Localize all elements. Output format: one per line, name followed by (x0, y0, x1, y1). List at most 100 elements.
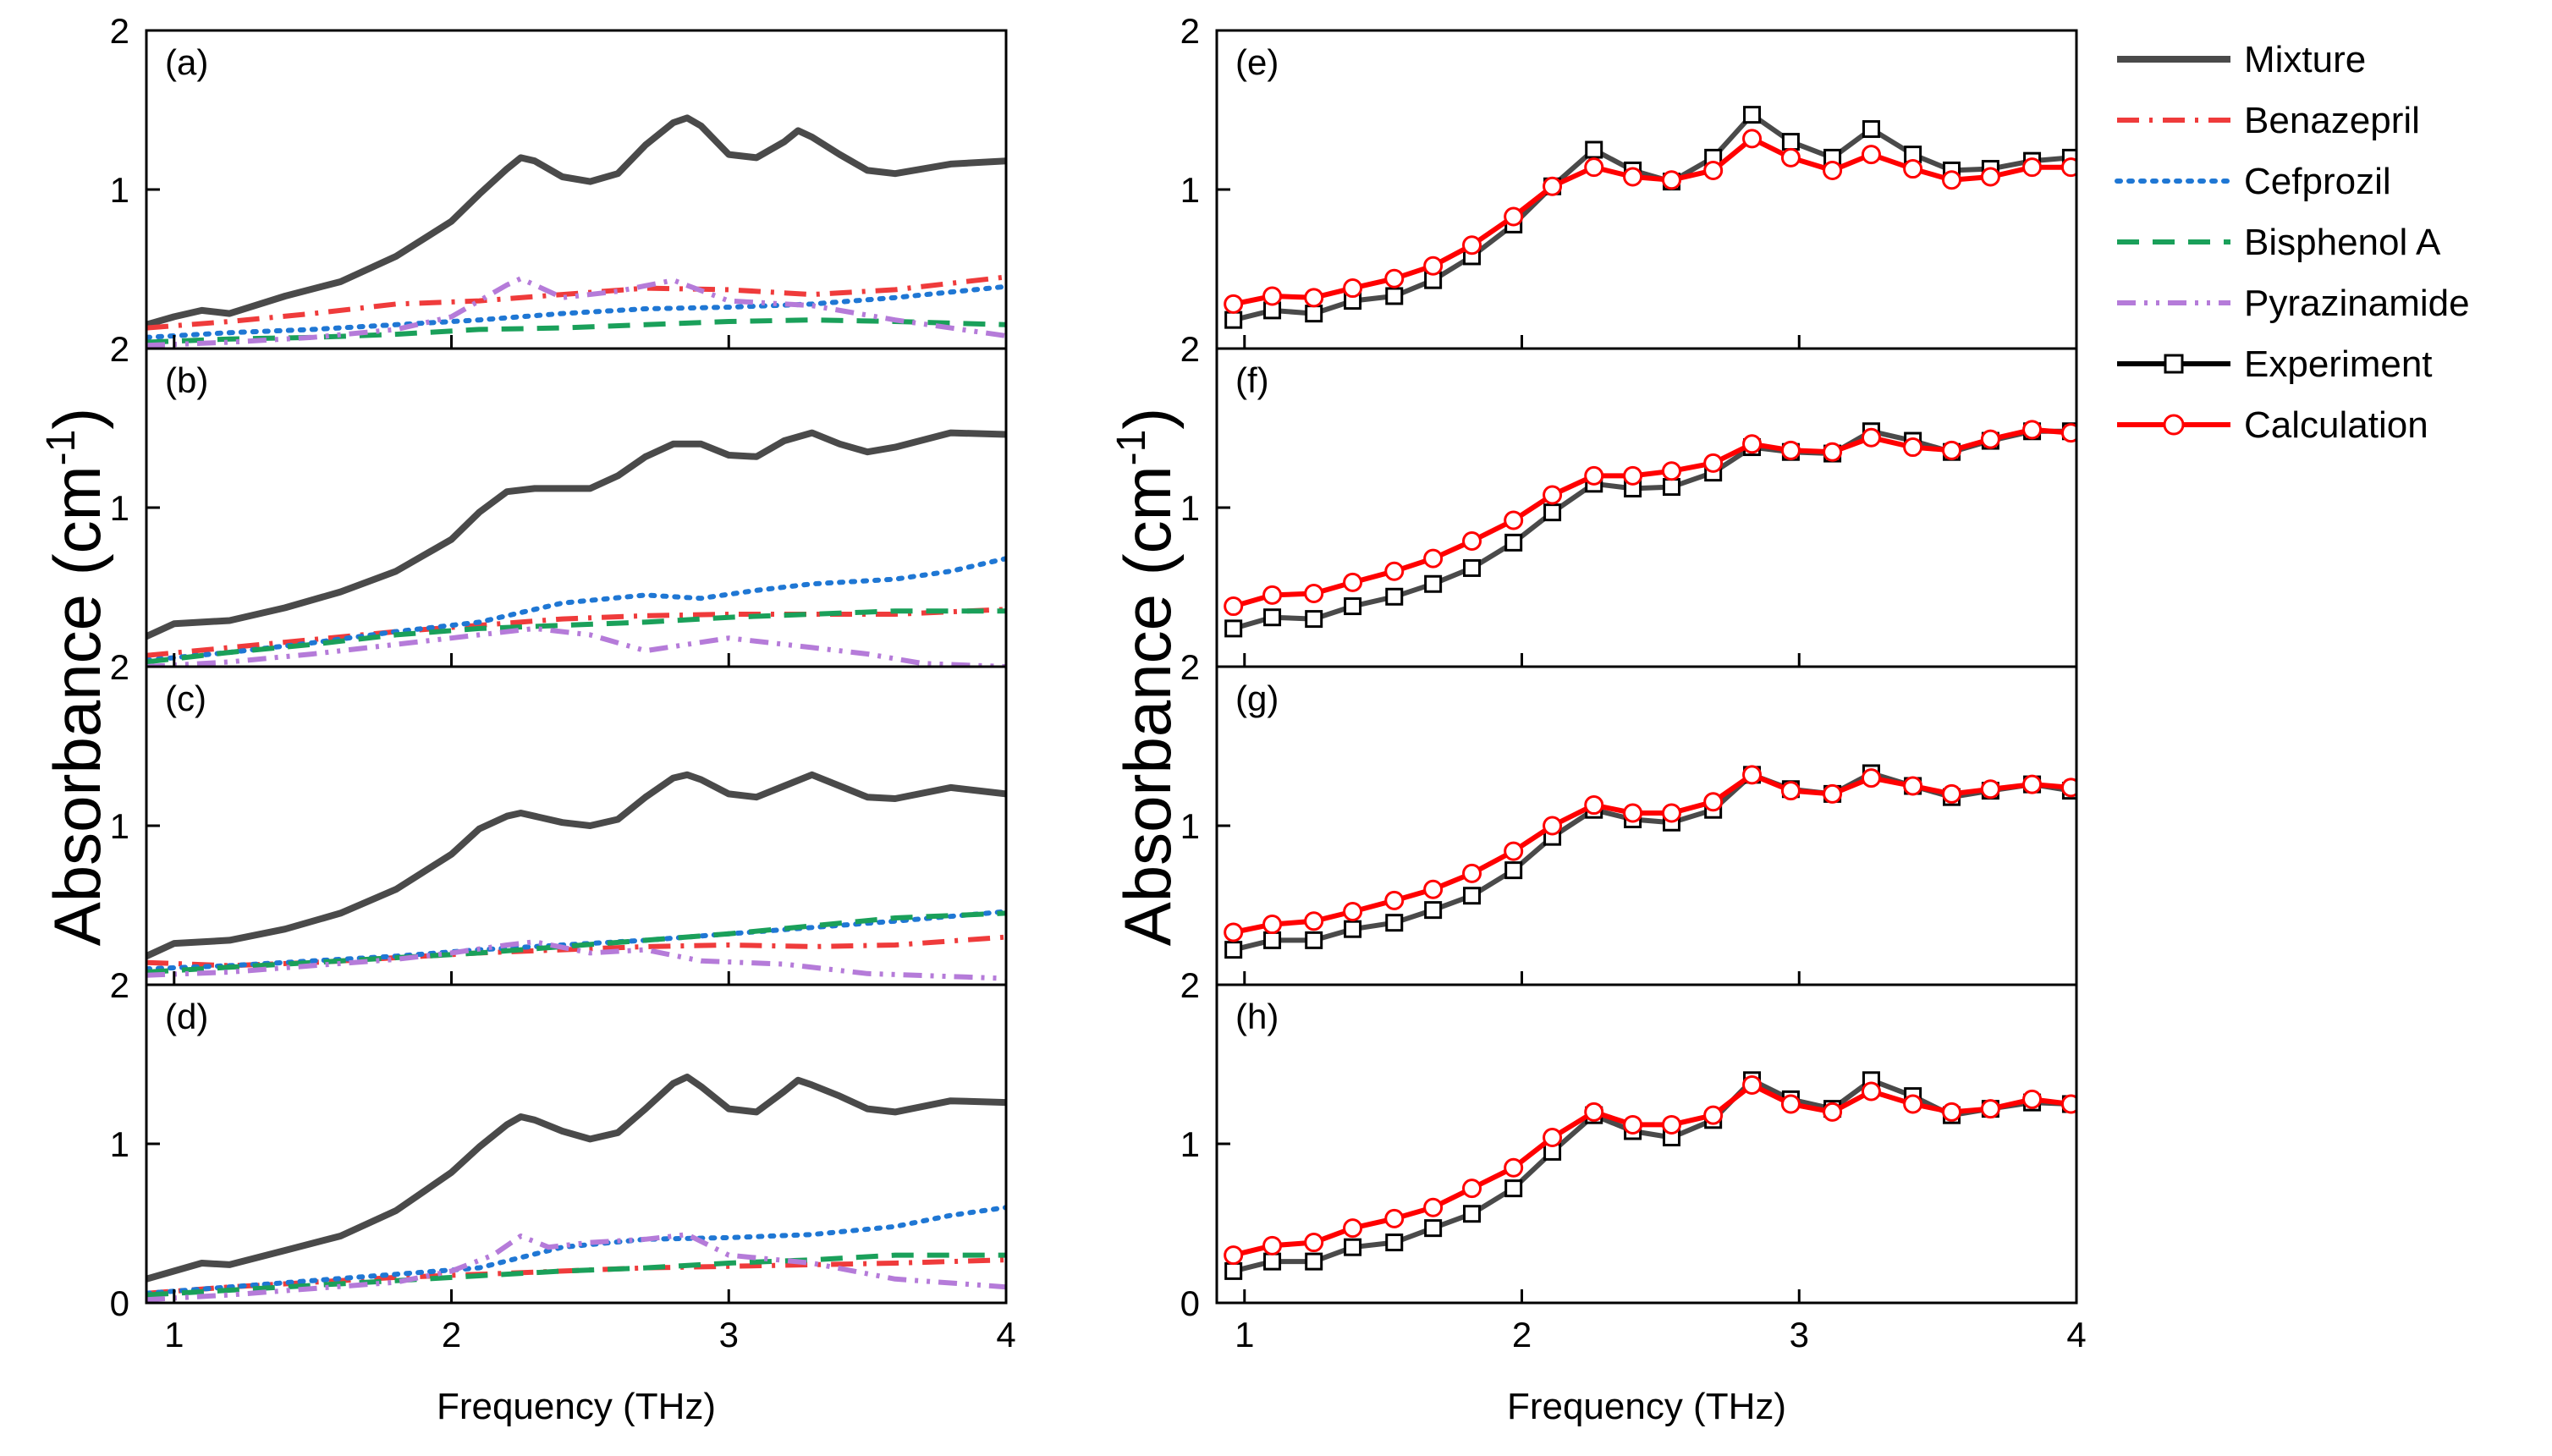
experiment-point (1385, 287, 1404, 305)
series-line-pyrazinamide (146, 1232, 1006, 1303)
experiment-point (1862, 120, 1880, 139)
calculation-point (1384, 561, 1405, 581)
panel-label: (f) (1235, 360, 1269, 400)
series-line-benazepril (146, 1257, 1006, 1296)
y-tick-label: 2 (110, 965, 129, 1005)
experiment-point (1385, 1233, 1404, 1252)
experiment-point (1424, 901, 1443, 920)
panel-a-series (146, 114, 1006, 349)
x-tick-label: 3 (1790, 1315, 1809, 1354)
calculation-point (1224, 294, 1244, 314)
x-tick-label: 4 (2066, 1315, 2086, 1354)
y-tick-label: 2 (1180, 647, 1200, 687)
calculation-point (1262, 915, 1283, 935)
calculation-point (1980, 429, 2000, 449)
experiment-point (1424, 574, 1443, 593)
experiment-point (1743, 106, 1762, 124)
calculation-point (1661, 170, 1681, 190)
calculation-point (1462, 235, 1482, 255)
legend-item-pyrazinamide: Pyrazinamide (2117, 283, 2470, 324)
experiment-point (1305, 931, 1323, 949)
calculation-point (1384, 268, 1405, 288)
experiment-point (1504, 1179, 1523, 1198)
experiment-point (1344, 1238, 1362, 1256)
panel-b-series (146, 429, 1006, 667)
panel-f-series (1224, 420, 2076, 638)
left-y-title-sup: -1 (39, 430, 84, 466)
experiment-point (1424, 1219, 1443, 1238)
experiment-point (1263, 608, 1282, 627)
calculation-point (1584, 465, 1604, 486)
left-y-title-main: Absorbance (cm (40, 465, 114, 946)
experiment-point (1224, 941, 1243, 959)
legend-marker (2163, 414, 2185, 436)
y-tick-label: 0 (110, 1283, 129, 1323)
calculation-point (1224, 922, 1244, 942)
calculation-point (1742, 434, 1763, 454)
calculation-point (1861, 145, 1881, 165)
calculation-point (2022, 157, 2043, 178)
calculation-point (1861, 1081, 1881, 1102)
calculation-point (1584, 1102, 1604, 1122)
experiment-point (1224, 619, 1243, 638)
experiment-point (1224, 1261, 1243, 1280)
panel-label: (a) (165, 42, 208, 82)
right-y-title-main: Absorbance (cm (1110, 465, 1185, 946)
x-tick-label: 2 (442, 1315, 461, 1354)
experiment-point (1463, 558, 1482, 577)
calculation-point (1942, 440, 1962, 460)
right-x-axis-title: Frequency (THz) (1507, 1386, 1786, 1427)
calculation-point (2060, 423, 2076, 443)
calculation-point (1823, 783, 1843, 804)
series-line-pyrazinamide (146, 625, 1006, 667)
legend-item-cefprozil: Cefprozil (2115, 161, 2391, 202)
calculation-point (1423, 879, 1444, 899)
panel-frame (1215, 347, 2078, 668)
panel-label: (g) (1235, 679, 1279, 718)
experiment-point (1543, 503, 1562, 522)
calculation-point (1262, 286, 1283, 306)
x-tick-label: 2 (1512, 1315, 1532, 1354)
calculation-point (1861, 768, 1881, 788)
x-tick-label: 4 (996, 1315, 1015, 1354)
legend-item-mixture: Mixture (2117, 39, 2366, 80)
experiment-point (1263, 931, 1282, 949)
series-line-mixture (146, 771, 1006, 960)
panel-label: (d) (165, 997, 208, 1036)
calculation-point (1304, 911, 1324, 931)
calculation-point (1262, 585, 1283, 605)
legend-item-bisphenol-a: Bisphenol A (2117, 222, 2441, 263)
right-y-title-close: ) (1110, 408, 1185, 430)
series-line-bisphenol-a (146, 910, 1006, 975)
calculation-point (1343, 572, 1363, 592)
y-tick-label: 1 (1180, 170, 1200, 210)
calculation-point (1823, 160, 1843, 180)
x-tick-label: 3 (719, 1315, 739, 1354)
legend-item-experiment: Experiment (2117, 343, 2433, 385)
series-line-calculation (1230, 772, 2074, 935)
series-line-pyrazinamide (146, 939, 1006, 981)
calculation-point (1423, 548, 1444, 569)
calculation-point (1903, 159, 1923, 179)
calculation-point (1384, 890, 1405, 910)
left-y-title-close: ) (40, 408, 114, 430)
legend-label: Bisphenol A (2244, 222, 2441, 263)
calculation-point (1343, 278, 1363, 299)
y-tick-label: 2 (110, 329, 129, 369)
experiment-point (1385, 587, 1404, 606)
panel-e: 1 2 (e) (1180, 11, 2078, 350)
calculation-point (1623, 803, 1643, 823)
calculation-point (1861, 427, 1881, 448)
experiment-point (1585, 140, 1603, 159)
calculation-point (1423, 1197, 1444, 1217)
panel-c: 1 2 (c) (110, 647, 1008, 986)
calculation-point (1823, 1102, 1843, 1122)
series-line-calculation (1230, 426, 2074, 609)
calculation-point (1304, 288, 1324, 308)
calculation-point (1903, 1094, 1923, 1114)
series-line-bisphenol-a (146, 1252, 1006, 1298)
y-tick-label: 1 (110, 488, 129, 528)
series-line-mixture (146, 429, 1006, 640)
